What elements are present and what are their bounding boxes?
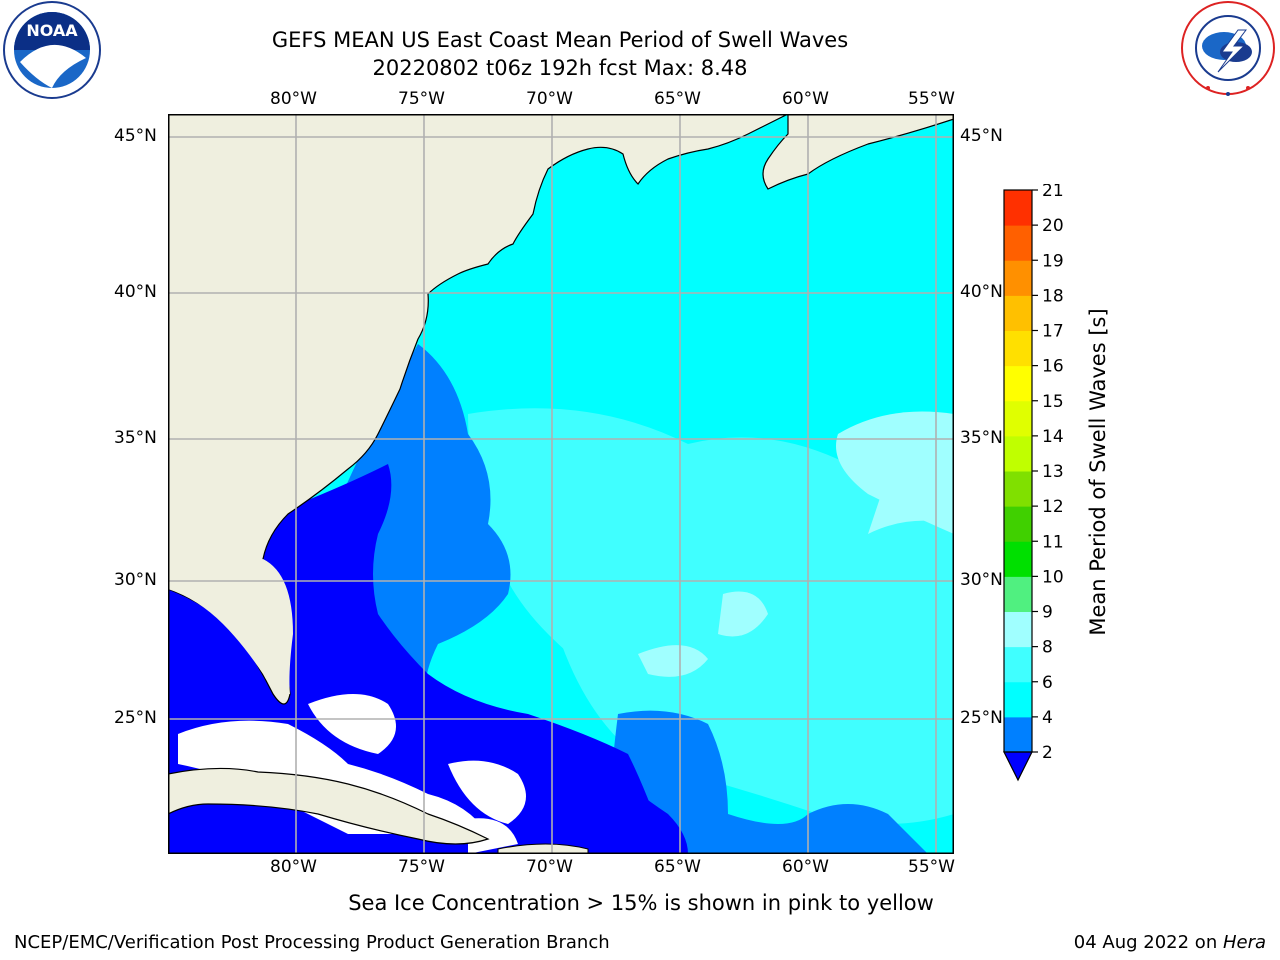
lon-label-top: 60°W	[782, 89, 829, 109]
colorbar-tick-label: 20	[1042, 216, 1064, 236]
colorbar-segment	[1004, 190, 1032, 226]
lat-label-left: 25°N	[114, 708, 157, 728]
lon-label-top: 55°W	[908, 89, 955, 109]
ocean-9s-patch-2	[868, 474, 954, 534]
lat-label-right: 40°N	[960, 282, 1003, 302]
nova-scotia-land	[762, 114, 954, 190]
missing-data-patch	[448, 760, 526, 824]
colorbar-tick-label: 18	[1042, 286, 1064, 306]
colorbar-tick-label: 10	[1042, 567, 1064, 587]
colorbar-segment	[1004, 365, 1032, 402]
lat-label-left: 45°N	[114, 126, 157, 146]
colorbar-segment	[1004, 225, 1032, 261]
lon-label-bottom: 75°W	[398, 857, 445, 877]
graticule	[168, 114, 954, 854]
lat-label-right: 45°N	[960, 126, 1003, 146]
chart-title: GEFS MEAN US East Coast Mean Period of S…	[271, 28, 849, 52]
ocean-2-4s-strip	[578, 734, 688, 854]
colorbar-segment	[1004, 330, 1032, 367]
missing-data-bahamas	[308, 694, 396, 754]
ocean-9s-patch-4	[638, 645, 708, 677]
lat-label-right: 35°N	[960, 428, 1003, 448]
colorbar-ticks: 2 4 6 8 9 10 11 12 13 14 15 16 17 18 19 20 21	[1032, 184, 1064, 763]
lon-label-bottom: 60°W	[782, 857, 829, 877]
colorbar-tick-label: 4	[1042, 708, 1053, 728]
colorbar-tick-label: 17	[1042, 322, 1064, 342]
colorbar-segment	[1004, 400, 1032, 437]
map-frame	[168, 114, 954, 854]
lon-label-top: 80°W	[270, 89, 317, 109]
colorbar-segment	[1004, 435, 1032, 472]
lon-label-bottom: 70°W	[526, 857, 573, 877]
colorbar-tick-label: 2	[1042, 743, 1053, 763]
nws-logo-icon	[1181, 1, 1275, 96]
colorbar-tick-label: 6	[1042, 673, 1053, 693]
lat-label-left: 30°N	[114, 570, 157, 590]
hispaniola-land	[497, 843, 589, 854]
noaa-logo-icon: NOAA	[3, 1, 101, 99]
colorbar-tick-label: 9	[1042, 603, 1053, 623]
colorbar-segments	[1004, 190, 1032, 753]
lon-label-top: 70°W	[526, 89, 573, 109]
colorbar-tick-label: 15	[1042, 392, 1064, 412]
cuba-land	[168, 767, 490, 845]
colorbar-tick-label: 14	[1042, 427, 1064, 447]
lat-label-right: 25°N	[960, 708, 1003, 728]
footer-date-text: 04 Aug 2022 on	[1073, 932, 1223, 953]
noaa-logo-text: NOAA	[26, 21, 78, 40]
lon-label-top: 65°W	[654, 89, 701, 109]
lat-label-left: 40°N	[114, 282, 157, 302]
footer-date: 04 Aug 2022 on Hera	[1074, 932, 1266, 953]
sea-ice-note: Sea Ice Concentration > 15% is shown in …	[348, 891, 934, 915]
lat-label-left: 35°N	[114, 428, 157, 448]
colorbar: 2 4 6 8 9 10 11 12 13 14 15 16 17 18 19 20 21	[1003, 184, 1064, 782]
colorbar-segment	[1004, 716, 1032, 753]
colorbar-tick-label: 13	[1042, 462, 1064, 482]
colorbar-segment	[1004, 541, 1032, 577]
lon-label-top: 75°W	[398, 89, 445, 109]
colorbar-segment	[1004, 646, 1032, 683]
colorbar-tick-label: 11	[1042, 532, 1064, 552]
colorbar-segment	[1004, 576, 1032, 612]
colorbar-segment	[1004, 681, 1032, 718]
colorbar-tick-label: 8	[1042, 638, 1053, 658]
ocean-9s-patch-3	[718, 591, 768, 637]
colorbar-segment	[1004, 260, 1032, 296]
colorbar-segment	[1004, 506, 1032, 542]
colorbar-segment	[1004, 295, 1032, 331]
colorbar-tick-label: 16	[1042, 357, 1064, 377]
missing-data-patch-2	[468, 818, 518, 854]
florida-land	[168, 559, 293, 694]
colorbar-underflow-triangle	[1003, 751, 1033, 782]
footer-branch: NCEP/EMC/Verification Post Processing Pr…	[14, 932, 610, 953]
lon-label-bottom: 80°W	[270, 857, 317, 877]
swell-period-map	[168, 114, 954, 854]
ocean-4-6s-band-south	[608, 710, 928, 854]
colorbar-segment	[1004, 611, 1032, 648]
footer-host: Hera	[1222, 932, 1266, 953]
colorbar-tick-label: 21	[1042, 184, 1064, 201]
colorbar-tick-label: 12	[1042, 497, 1064, 517]
colorbar-label: Mean Period of Swell Waves [s]	[1086, 308, 1110, 636]
colorbar-segment	[1004, 471, 1032, 507]
lon-label-bottom: 65°W	[654, 857, 701, 877]
chart-subtitle: 20220802 t06z 192h fcst Max: 8.48	[372, 56, 748, 80]
lat-label-right: 30°N	[960, 570, 1003, 590]
colorbar-tick-label: 19	[1042, 251, 1064, 271]
lon-label-bottom: 55°W	[908, 857, 955, 877]
